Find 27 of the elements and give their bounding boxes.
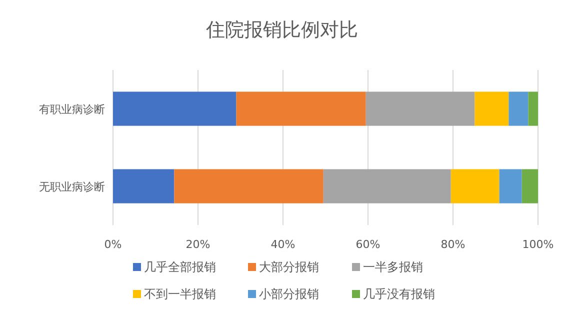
x-tick-label: 60% <box>356 238 380 251</box>
legend-label: 几乎全部报销 <box>144 260 216 274</box>
legend-label: 一半多报销 <box>363 260 423 274</box>
legend-label: 小部分报销 <box>259 287 319 301</box>
x-tick-label: 0% <box>104 238 122 251</box>
bar <box>499 169 522 204</box>
x-tick-label: 40% <box>270 238 296 251</box>
x-tick-label: 80% <box>440 238 466 251</box>
bar <box>366 92 475 126</box>
bar <box>323 169 451 204</box>
bar <box>450 169 500 204</box>
x-tick-label: 100% <box>522 238 554 251</box>
bar <box>236 92 366 126</box>
legend-label: 大部分报销 <box>259 260 319 274</box>
bar <box>113 169 174 204</box>
bar <box>474 92 509 126</box>
legend-label: 几乎没有报销 <box>363 287 435 301</box>
chart-title: 住院报销比例对比 <box>205 19 358 41</box>
bar <box>508 92 528 126</box>
bar <box>528 92 538 126</box>
y-tick-label: 有职业病诊断 <box>39 102 105 116</box>
x-tick-label: 20% <box>186 238 210 251</box>
y-tick-label: 无职业病诊断 <box>39 180 105 194</box>
bar <box>174 169 324 204</box>
legend-label: 不到一半报销 <box>144 287 216 301</box>
bar <box>522 169 538 204</box>
bar <box>113 92 236 126</box>
